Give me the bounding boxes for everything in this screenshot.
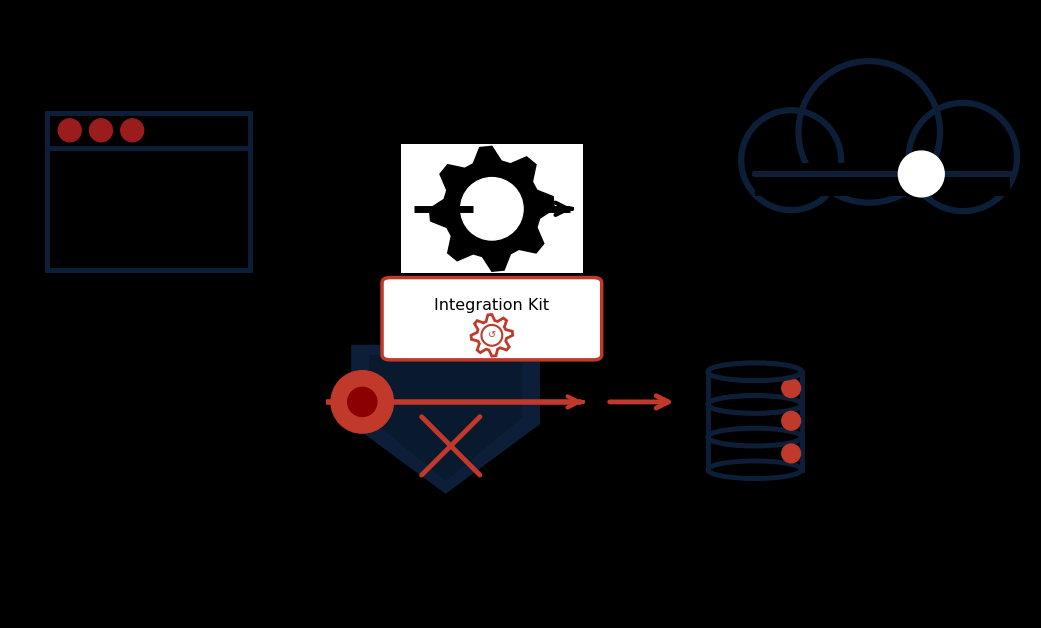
Ellipse shape [898, 151, 944, 197]
Ellipse shape [708, 428, 802, 446]
Ellipse shape [331, 371, 393, 433]
Text: ↺: ↺ [488, 330, 496, 340]
Ellipse shape [348, 387, 377, 416]
Ellipse shape [121, 119, 144, 142]
Ellipse shape [782, 444, 801, 463]
Polygon shape [352, 345, 539, 493]
Ellipse shape [782, 379, 801, 398]
FancyBboxPatch shape [401, 144, 583, 273]
Ellipse shape [708, 428, 802, 446]
Text: Integration Kit: Integration Kit [434, 298, 550, 313]
Ellipse shape [741, 110, 841, 210]
Ellipse shape [708, 363, 802, 381]
Ellipse shape [909, 103, 1017, 211]
FancyBboxPatch shape [382, 278, 602, 360]
Ellipse shape [708, 363, 802, 381]
Ellipse shape [460, 178, 524, 240]
Polygon shape [430, 146, 554, 271]
Ellipse shape [798, 61, 940, 203]
Ellipse shape [708, 396, 802, 413]
Ellipse shape [708, 461, 802, 479]
FancyBboxPatch shape [755, 163, 1010, 196]
Polygon shape [369, 355, 523, 481]
Ellipse shape [90, 119, 112, 142]
Ellipse shape [708, 396, 802, 413]
Ellipse shape [782, 411, 801, 430]
Ellipse shape [58, 119, 81, 142]
FancyBboxPatch shape [750, 165, 1015, 199]
